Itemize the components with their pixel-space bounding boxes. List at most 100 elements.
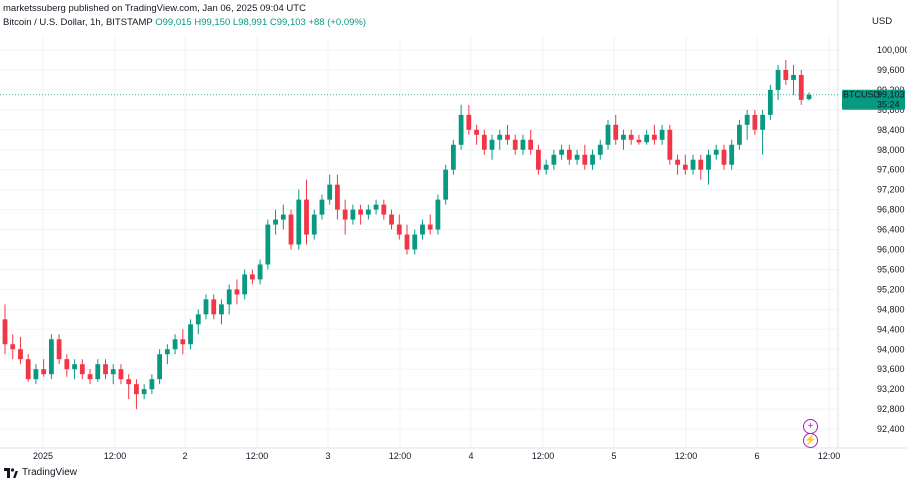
candle-body — [358, 209, 364, 215]
candle-body — [72, 364, 77, 370]
candle-body — [613, 124, 619, 140]
candle-body — [195, 314, 201, 325]
footer-brand: TradingView — [22, 467, 78, 478]
candle-body — [304, 199, 309, 235]
candle-body — [744, 114, 750, 125]
candle-body — [690, 159, 696, 170]
candle-body — [682, 164, 688, 170]
candle-body — [651, 134, 657, 140]
y-tick-label: 99,600 — [877, 65, 905, 75]
candle-body — [257, 264, 263, 280]
candle-body — [249, 274, 255, 280]
candle-body — [760, 114, 766, 130]
candle-body — [164, 349, 170, 355]
candle-body — [566, 149, 572, 160]
price-label-symbol: BTCUSD — [843, 90, 881, 100]
candle-body — [574, 154, 580, 160]
y-tick-label: 94,800 — [877, 304, 905, 314]
candle-body — [172, 339, 178, 350]
candle-body — [466, 114, 472, 130]
candle-body — [481, 134, 487, 150]
candle-body — [698, 159, 704, 170]
y-tick-label: 95,600 — [877, 264, 905, 274]
candle-body — [203, 299, 209, 315]
candle-body — [327, 184, 333, 200]
ohlc-low: L98,991 — [232, 17, 268, 28]
candle-body — [25, 359, 31, 380]
y-tick-label: 97,600 — [877, 165, 905, 175]
candle-body — [242, 274, 248, 295]
candle-body — [775, 69, 781, 90]
candle-body — [33, 369, 39, 380]
price-label-countdown: 35:24 — [877, 100, 900, 110]
candle-body — [737, 124, 742, 145]
x-tick-label: 6 — [754, 451, 759, 461]
price-axis: 100,00099,60099,20098,80098,40098,00097,… — [877, 45, 907, 434]
candle-body — [582, 154, 588, 165]
y-tick-label: 98,800 — [877, 105, 905, 115]
candle-body — [443, 169, 449, 200]
y-tick-label: 98,400 — [877, 125, 905, 135]
candle-body — [729, 144, 735, 165]
candle-body — [188, 324, 193, 345]
candle-body — [180, 339, 186, 345]
plus-circle-icon[interactable]: + — [803, 419, 818, 434]
candle-body — [396, 224, 402, 235]
candle-body — [219, 304, 224, 315]
currency-label[interactable]: USD — [872, 16, 893, 27]
candle-body — [536, 149, 541, 170]
candle-body — [95, 364, 101, 380]
x-tick-label: 12:00 — [246, 451, 269, 461]
y-tick-label: 94,000 — [877, 344, 905, 354]
candle-body — [551, 154, 557, 165]
y-tick-label: 95,200 — [877, 284, 905, 294]
candles — [2, 59, 812, 410]
candle-body — [10, 344, 16, 350]
y-tick-label: 96,000 — [877, 245, 905, 255]
y-tick-label: 100,000 — [877, 45, 907, 55]
candle-body — [806, 94, 812, 100]
candle-body — [543, 164, 549, 170]
candle-body — [528, 139, 534, 150]
candle-body — [767, 89, 773, 115]
candle-body — [211, 299, 217, 315]
candle-body — [783, 69, 789, 80]
candle-body — [342, 209, 348, 220]
candle-body — [520, 139, 526, 150]
candle-body — [79, 364, 85, 375]
candle-body — [234, 289, 240, 295]
x-tick-label: 12:00 — [818, 451, 841, 461]
ohlc-close: C99,103 — [269, 17, 306, 28]
candle-body — [157, 354, 163, 380]
candle-body — [41, 369, 47, 375]
y-tick-label: 96,800 — [877, 205, 905, 215]
candle-body — [64, 359, 70, 370]
candle-body — [126, 379, 132, 385]
tradingview-logo-icon — [4, 467, 18, 478]
publisher-line: marketssuberg published on TradingView.c… — [3, 3, 306, 14]
y-tick-label: 96,400 — [877, 225, 905, 235]
candle-body — [420, 224, 425, 235]
price-label-value: 99,103 — [877, 90, 905, 100]
candle-body — [134, 384, 139, 395]
y-tick-label: 93,600 — [877, 364, 905, 374]
candle-body — [512, 139, 518, 150]
candle-body — [597, 144, 603, 155]
candle-body — [350, 209, 356, 220]
candle-body — [675, 159, 680, 165]
candle-body — [404, 234, 410, 250]
x-tick-label: 12:00 — [104, 451, 127, 461]
candle-body — [605, 124, 611, 145]
x-tick-label: 3 — [325, 451, 330, 461]
candle-body — [659, 129, 665, 140]
candle-body — [18, 349, 23, 360]
candle-body — [265, 224, 271, 265]
y-tick-label: 93,200 — [877, 384, 905, 394]
last-price-label-bg — [842, 89, 905, 110]
lightning-icon[interactable]: ⚡ — [803, 433, 818, 448]
candle-body — [288, 214, 294, 245]
candle-body — [458, 114, 464, 145]
candle-body — [273, 219, 278, 225]
candle-body — [636, 139, 642, 143]
